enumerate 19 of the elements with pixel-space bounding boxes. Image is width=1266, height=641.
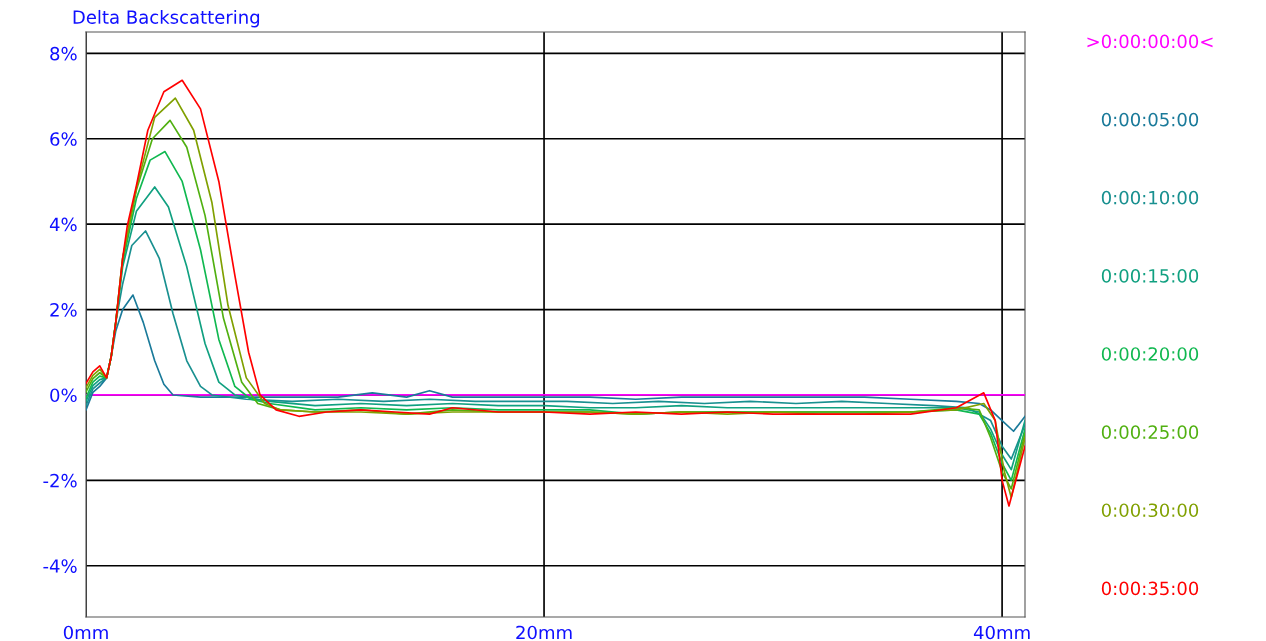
y-tick-label: 4% xyxy=(49,217,77,232)
x-tick-label: 0mm xyxy=(63,625,108,640)
text: >0:00:00:00< xyxy=(1087,34,1213,49)
text: 0:00:25:00 xyxy=(1101,425,1199,439)
y-tick-label: -2% xyxy=(43,473,77,488)
y-tick-label: 0% xyxy=(50,388,77,403)
y-tick-label: -4% xyxy=(43,559,77,573)
chart-title: Delta Backscattering xyxy=(73,9,260,28)
text: 0:00:10:00 xyxy=(1101,190,1199,205)
text: 0:00:20:00 xyxy=(1101,347,1199,361)
text: 0:00:05:00 xyxy=(1101,112,1199,127)
x-tick-label: 20mm xyxy=(516,625,572,640)
y-tick-label: 2% xyxy=(50,303,77,317)
text: 0:00:30:00 xyxy=(1101,503,1199,518)
text: 0:00:35:00 xyxy=(1101,581,1199,596)
y-tick-label: 8% xyxy=(50,46,77,61)
y-tick-label: 6% xyxy=(50,132,77,146)
x-tick-label: 40mm xyxy=(973,625,1030,640)
text: 0:00:15:00 xyxy=(1101,269,1199,283)
